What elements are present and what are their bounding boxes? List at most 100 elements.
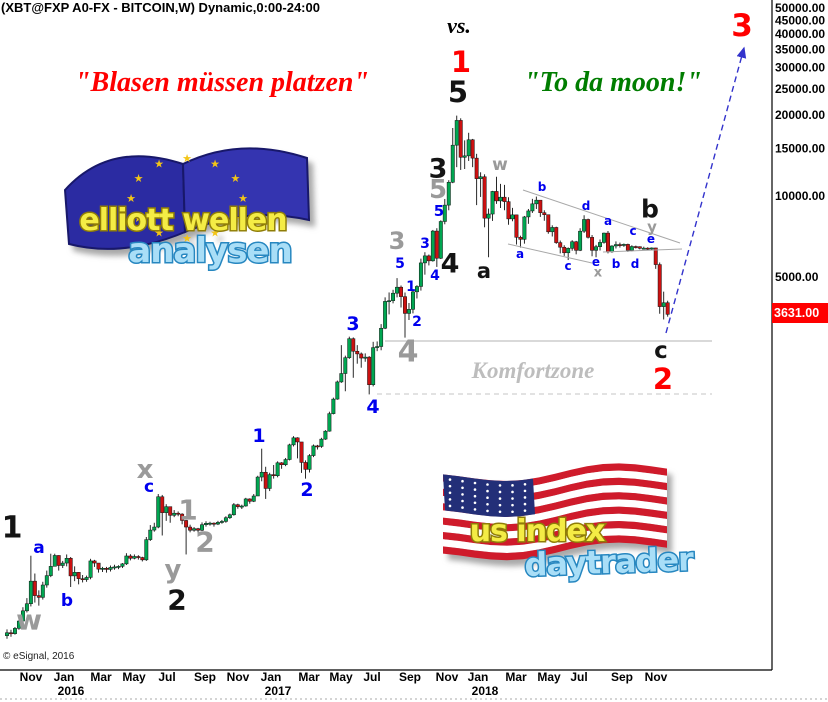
candle-body-down [168,506,173,516]
us-flag-star-dot [448,498,452,501]
candle-body-up [327,413,332,432]
y-axis-label: 50000.00 [775,1,825,15]
us-flag-star-dot [486,489,489,493]
x-axis-month: Nov [20,670,43,684]
candle [124,553,129,565]
us-flag-star-dot [473,481,477,485]
candle [574,240,579,255]
candle [458,118,463,170]
candle [546,214,551,234]
wave-label-2: 2 [300,479,313,501]
candle-body-up [510,214,515,220]
candle [279,462,284,469]
wave-label-b: b [61,591,73,611]
candle [136,555,141,560]
candle-body-up [132,556,137,559]
candle-body-up [379,327,384,347]
candle-body-up [454,120,459,146]
candle [554,226,559,244]
current-price-tag: 3631.00 [772,303,828,323]
candle-body-up [446,181,451,206]
candle-body-up [335,381,340,400]
candle [172,510,177,518]
us-flag-star-dot [511,490,514,494]
candle [339,345,344,383]
candle-body-down [295,437,300,443]
candle [494,176,499,204]
candle [263,466,268,499]
candle-body-down [128,555,133,559]
candle-body-up [311,445,316,456]
wave-label-4: 4 [441,249,460,280]
candle-body-up [144,539,149,561]
candle [52,553,57,567]
wave-label-b: b [538,180,547,194]
x-axis-month: Mar [505,670,527,684]
candle-body-up [172,512,177,516]
candle-body-down [136,556,141,558]
candle [76,572,81,585]
eu-star-icon: ★ [182,233,192,245]
candle-body-up [411,291,415,310]
candle-body-down [188,526,193,531]
candle-body-down [140,557,145,561]
candle-body-down [263,471,268,489]
candle [48,553,53,578]
wave-label-4: 4 [398,335,419,370]
chart-title: (XBT@FXP A0-FX - BITCOIN,W) Dynamic,0:00… [1,0,320,15]
candle [359,352,364,368]
us-flag-stripe [443,528,667,553]
x-axis-month: Nov [227,670,250,684]
candle-body-down [633,246,638,248]
us-flag-star-dot [461,499,464,503]
candle [247,498,252,504]
us-flag-star-dot [448,504,452,508]
us-flag-star-dot [498,490,502,494]
y-axis-label: 35000.00 [775,43,825,57]
candle-body-up [407,309,411,314]
candle-body-up [164,506,169,513]
bear-quote: "Blasen müssen platzen" [74,67,370,98]
candle-body-up [239,505,244,508]
candle-body-up [231,504,236,516]
candle-body-up [438,221,443,259]
candle-body-up [259,471,264,478]
candle [56,555,61,571]
candle-body-down [474,157,479,179]
candle [586,218,591,239]
candle-body-down [590,237,595,251]
wave-label-3: 3 [389,227,406,255]
candle [474,153,479,206]
x-axis-month: Sep [194,670,216,684]
candle [450,127,455,184]
candle-body-up [200,524,204,531]
candle [323,430,328,440]
candle-body-up [100,568,105,570]
candle-body-up [227,514,232,518]
wave-label-d: d [631,257,640,271]
candle [578,228,583,252]
candle-body-up [578,230,583,251]
candle [20,607,25,623]
candle [215,520,220,526]
candle [653,247,658,269]
us-flag-star-dot [511,503,514,507]
candle-body-up [613,244,618,247]
wave-label-e: e [647,232,655,246]
candle-body-up [550,227,555,233]
candle [434,228,439,267]
trendlines-layer [507,189,683,264]
candle [319,437,324,448]
candle [128,554,133,561]
candle [259,448,264,482]
y-axis-label: 25000.00 [775,82,825,96]
candle [411,290,415,314]
candle-body-down [542,212,547,215]
us-flag-star-dot [523,496,527,499]
wave-label-5: 5 [448,75,468,109]
us-flag-star-dot [523,482,527,486]
candle-body-down [32,580,37,596]
candle [315,444,320,450]
wave-label-c: c [144,477,154,497]
